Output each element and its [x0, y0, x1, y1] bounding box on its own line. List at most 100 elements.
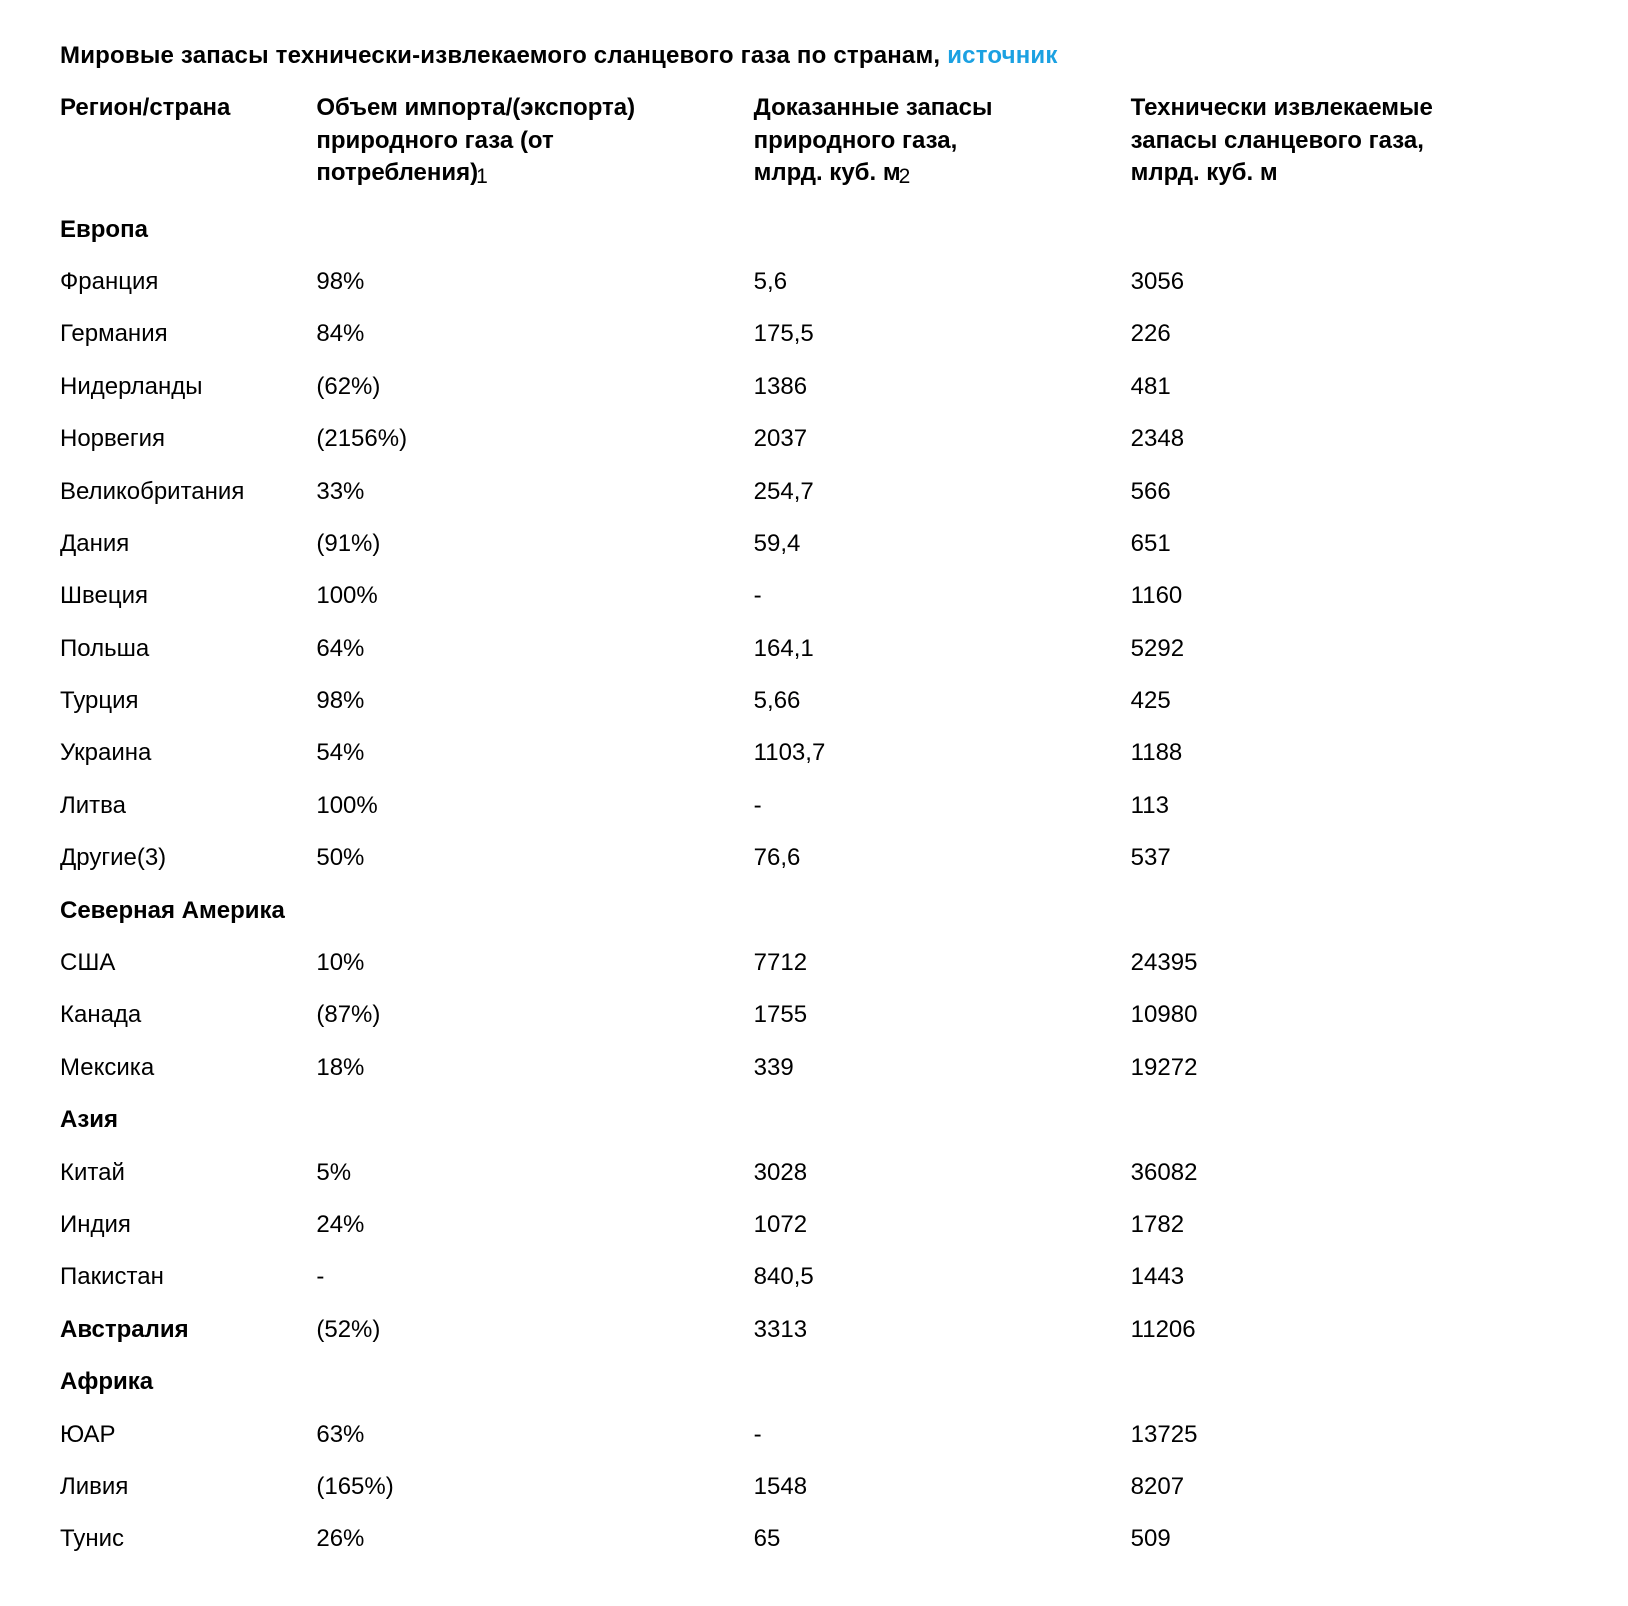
cell-shale: 113: [1131, 780, 1568, 832]
cell-proven: 3028: [754, 1147, 1131, 1199]
cell-region: Украина: [60, 727, 316, 779]
title-text: Мировые запасы технически-извлекаемого с…: [60, 42, 947, 69]
cell-import: 100%: [316, 570, 753, 622]
cell-import: (2156%): [316, 413, 753, 465]
table-row: Индия24%10721782: [60, 1199, 1568, 1251]
cell-import: (91%): [316, 518, 753, 570]
table-section-row: Европа: [60, 204, 1568, 256]
cell-import: 98%: [316, 675, 753, 727]
cell-region: Ливия: [60, 1461, 316, 1513]
cell-proven: 65: [754, 1513, 1131, 1565]
cell-proven: 164,1: [754, 623, 1131, 675]
cell-proven: -: [754, 780, 1131, 832]
col-header-import-sup: 1: [476, 165, 488, 188]
cell-region: Великобритания: [60, 466, 316, 518]
cell-region: Франция: [60, 256, 316, 308]
table-row: Великобритания33%254,7566: [60, 466, 1568, 518]
col-header-proven-l2: природного газа,: [754, 127, 958, 154]
cell-shale: 10980: [1131, 989, 1568, 1041]
table-body: ЕвропаФранция98%5,63056Германия84%175,52…: [60, 204, 1568, 1566]
shale-gas-table: Регион/страна Объем импорта/(экспорта) п…: [60, 86, 1568, 1565]
cell-proven: 1103,7: [754, 727, 1131, 779]
cell-shale: 2348: [1131, 413, 1568, 465]
cell-shale: 1188: [1131, 727, 1568, 779]
cell-region: ЮАР: [60, 1409, 316, 1461]
cell-region: Тунис: [60, 1513, 316, 1565]
table-row: Литва100%-113: [60, 780, 1568, 832]
source-link[interactable]: источник: [947, 42, 1057, 69]
cell-proven: -: [754, 1409, 1131, 1461]
cell-import: (87%): [316, 989, 753, 1041]
cell-shale: 481: [1131, 361, 1568, 413]
cell-region: Польша: [60, 623, 316, 675]
cell-shale: 3056: [1131, 256, 1568, 308]
cell-proven: -: [754, 570, 1131, 622]
cell-region: Нидерланды: [60, 361, 316, 413]
table-row: Украина54%1103,71188: [60, 727, 1568, 779]
col-header-import-l2: природного газа (от: [316, 127, 553, 154]
cell-proven: 1386: [754, 361, 1131, 413]
cell-proven: 339: [754, 1042, 1131, 1094]
cell-region: США: [60, 937, 316, 989]
cell-shale: 651: [1131, 518, 1568, 570]
cell-shale: 1782: [1131, 1199, 1568, 1251]
table-row: Другие(3)50%76,6537: [60, 832, 1568, 884]
col-header-proven: Доказанные запасы природного газа, млрд.…: [754, 86, 1131, 203]
cell-region: Канада: [60, 989, 316, 1041]
cell-import: 24%: [316, 1199, 753, 1251]
col-header-import-l3: потребления): [316, 159, 478, 186]
cell-proven: 2037: [754, 413, 1131, 465]
cell-import: 10%: [316, 937, 753, 989]
page-title: Мировые запасы технически-извлекаемого с…: [60, 40, 1568, 72]
cell-proven: 1755: [754, 989, 1131, 1041]
section-label: Северная Америка: [60, 885, 1568, 937]
cell-region: Литва: [60, 780, 316, 832]
cell-shale: 19272: [1131, 1042, 1568, 1094]
table-row: Турция98%5,66425: [60, 675, 1568, 727]
cell-import: 63%: [316, 1409, 753, 1461]
col-header-proven-sup: 2: [899, 165, 911, 188]
cell-region: Норвегия: [60, 413, 316, 465]
cell-import: 64%: [316, 623, 753, 675]
cell-proven: 840,5: [754, 1251, 1131, 1303]
table-row: Китай5%302836082: [60, 1147, 1568, 1199]
cell-shale: 509: [1131, 1513, 1568, 1565]
cell-region: Другие(3): [60, 832, 316, 884]
col-header-shale-l1: Технически извлекаемые: [1131, 94, 1433, 121]
cell-shale: 1443: [1131, 1251, 1568, 1303]
table-row: Франция98%5,63056: [60, 256, 1568, 308]
cell-import: 84%: [316, 308, 753, 360]
section-label: Европа: [60, 204, 1568, 256]
table-row: Тунис26%65509: [60, 1513, 1568, 1565]
cell-shale: 11206: [1131, 1304, 1568, 1356]
table-section-row: Азия: [60, 1094, 1568, 1146]
cell-import: (52%): [316, 1304, 753, 1356]
cell-import: 5%: [316, 1147, 753, 1199]
col-header-region-label: Регион/страна: [60, 94, 230, 121]
table-row: Канада(87%)175510980: [60, 989, 1568, 1041]
cell-proven: 76,6: [754, 832, 1131, 884]
cell-shale: 1160: [1131, 570, 1568, 622]
cell-proven: 1548: [754, 1461, 1131, 1513]
cell-region: Пакистан: [60, 1251, 316, 1303]
col-header-shale: Технически извлекаемые запасы сланцевого…: [1131, 86, 1568, 203]
cell-shale: 36082: [1131, 1147, 1568, 1199]
col-header-shale-l3: млрд. куб. м: [1131, 159, 1278, 186]
cell-import: 33%: [316, 466, 753, 518]
cell-proven: 59,4: [754, 518, 1131, 570]
table-section-row: Северная Америка: [60, 885, 1568, 937]
table-header-row: Регион/страна Объем импорта/(экспорта) п…: [60, 86, 1568, 203]
cell-shale: 537: [1131, 832, 1568, 884]
cell-region: Мексика: [60, 1042, 316, 1094]
cell-shale: 226: [1131, 308, 1568, 360]
cell-proven: 175,5: [754, 308, 1131, 360]
table-row: ЮАР63%-13725: [60, 1409, 1568, 1461]
cell-import: 26%: [316, 1513, 753, 1565]
cell-proven: 1072: [754, 1199, 1131, 1251]
cell-proven: 5,66: [754, 675, 1131, 727]
col-header-import: Объем импорта/(экспорта) природного газа…: [316, 86, 753, 203]
cell-proven: 7712: [754, 937, 1131, 989]
cell-region: Австралия: [60, 1304, 316, 1356]
cell-region: Германия: [60, 308, 316, 360]
cell-proven: 5,6: [754, 256, 1131, 308]
